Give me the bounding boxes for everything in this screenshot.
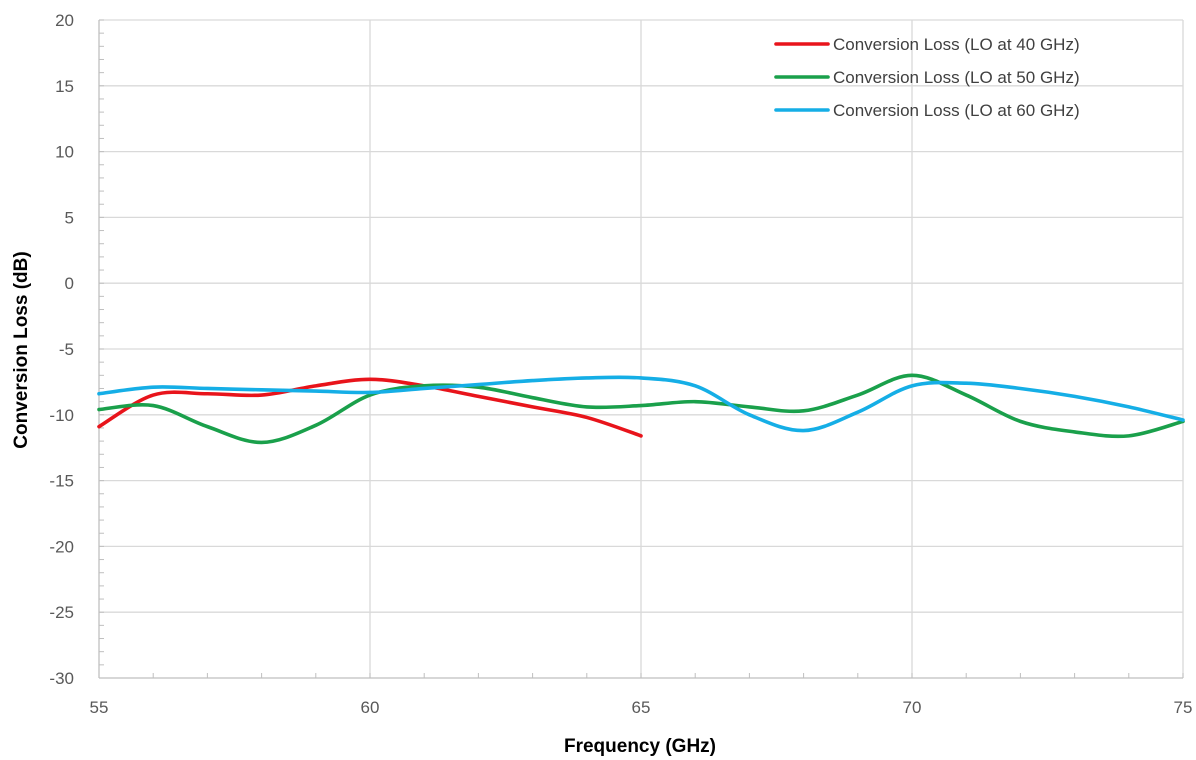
x-tick-label: 70 xyxy=(903,698,922,717)
x-axis-title: Frequency (GHz) xyxy=(564,736,716,757)
legend: Conversion Loss (LO at 40 GHz) Conversion… xyxy=(774,35,1080,120)
x-tick-label: 65 xyxy=(632,698,651,717)
y-tick-label: -30 xyxy=(49,669,74,688)
y-tick-label: -5 xyxy=(59,340,74,359)
y-tick-label: 0 xyxy=(65,274,74,293)
y-tick-label: -25 xyxy=(49,603,74,622)
x-tick-label: 55 xyxy=(90,698,109,717)
y-tick-label: 10 xyxy=(55,143,74,162)
legend-label-3: Conversion Loss (LO at 60 GHz) xyxy=(833,101,1080,120)
series-lines xyxy=(97,373,1185,445)
y-tick-label: -15 xyxy=(49,472,74,491)
y-tick-label: -20 xyxy=(49,537,74,556)
legend-label-2: Conversion Loss (LO at 50 GHz) xyxy=(833,68,1080,87)
y-tick-label: 20 xyxy=(55,11,74,30)
series-line-1 xyxy=(97,377,643,438)
y-tick-label: 5 xyxy=(65,208,74,227)
gridlines xyxy=(99,19,1184,678)
series-line-3 xyxy=(97,375,1185,433)
axes: 20 15 10 5 0 -5 -10 -15 -20 -25 -30 55 60 65 70 75 xyxy=(49,11,1192,717)
x-tick-label: 75 xyxy=(1174,698,1193,717)
y-tick-label: 15 xyxy=(55,77,74,96)
y-tick-label: -10 xyxy=(49,406,74,425)
y-axis-title: Conversion Loss (dB) xyxy=(11,251,32,448)
x-tick-label: 60 xyxy=(361,698,380,717)
series-line-2 xyxy=(97,373,1185,445)
legend-label-1: Conversion Loss (LO at 40 GHz) xyxy=(833,35,1080,54)
